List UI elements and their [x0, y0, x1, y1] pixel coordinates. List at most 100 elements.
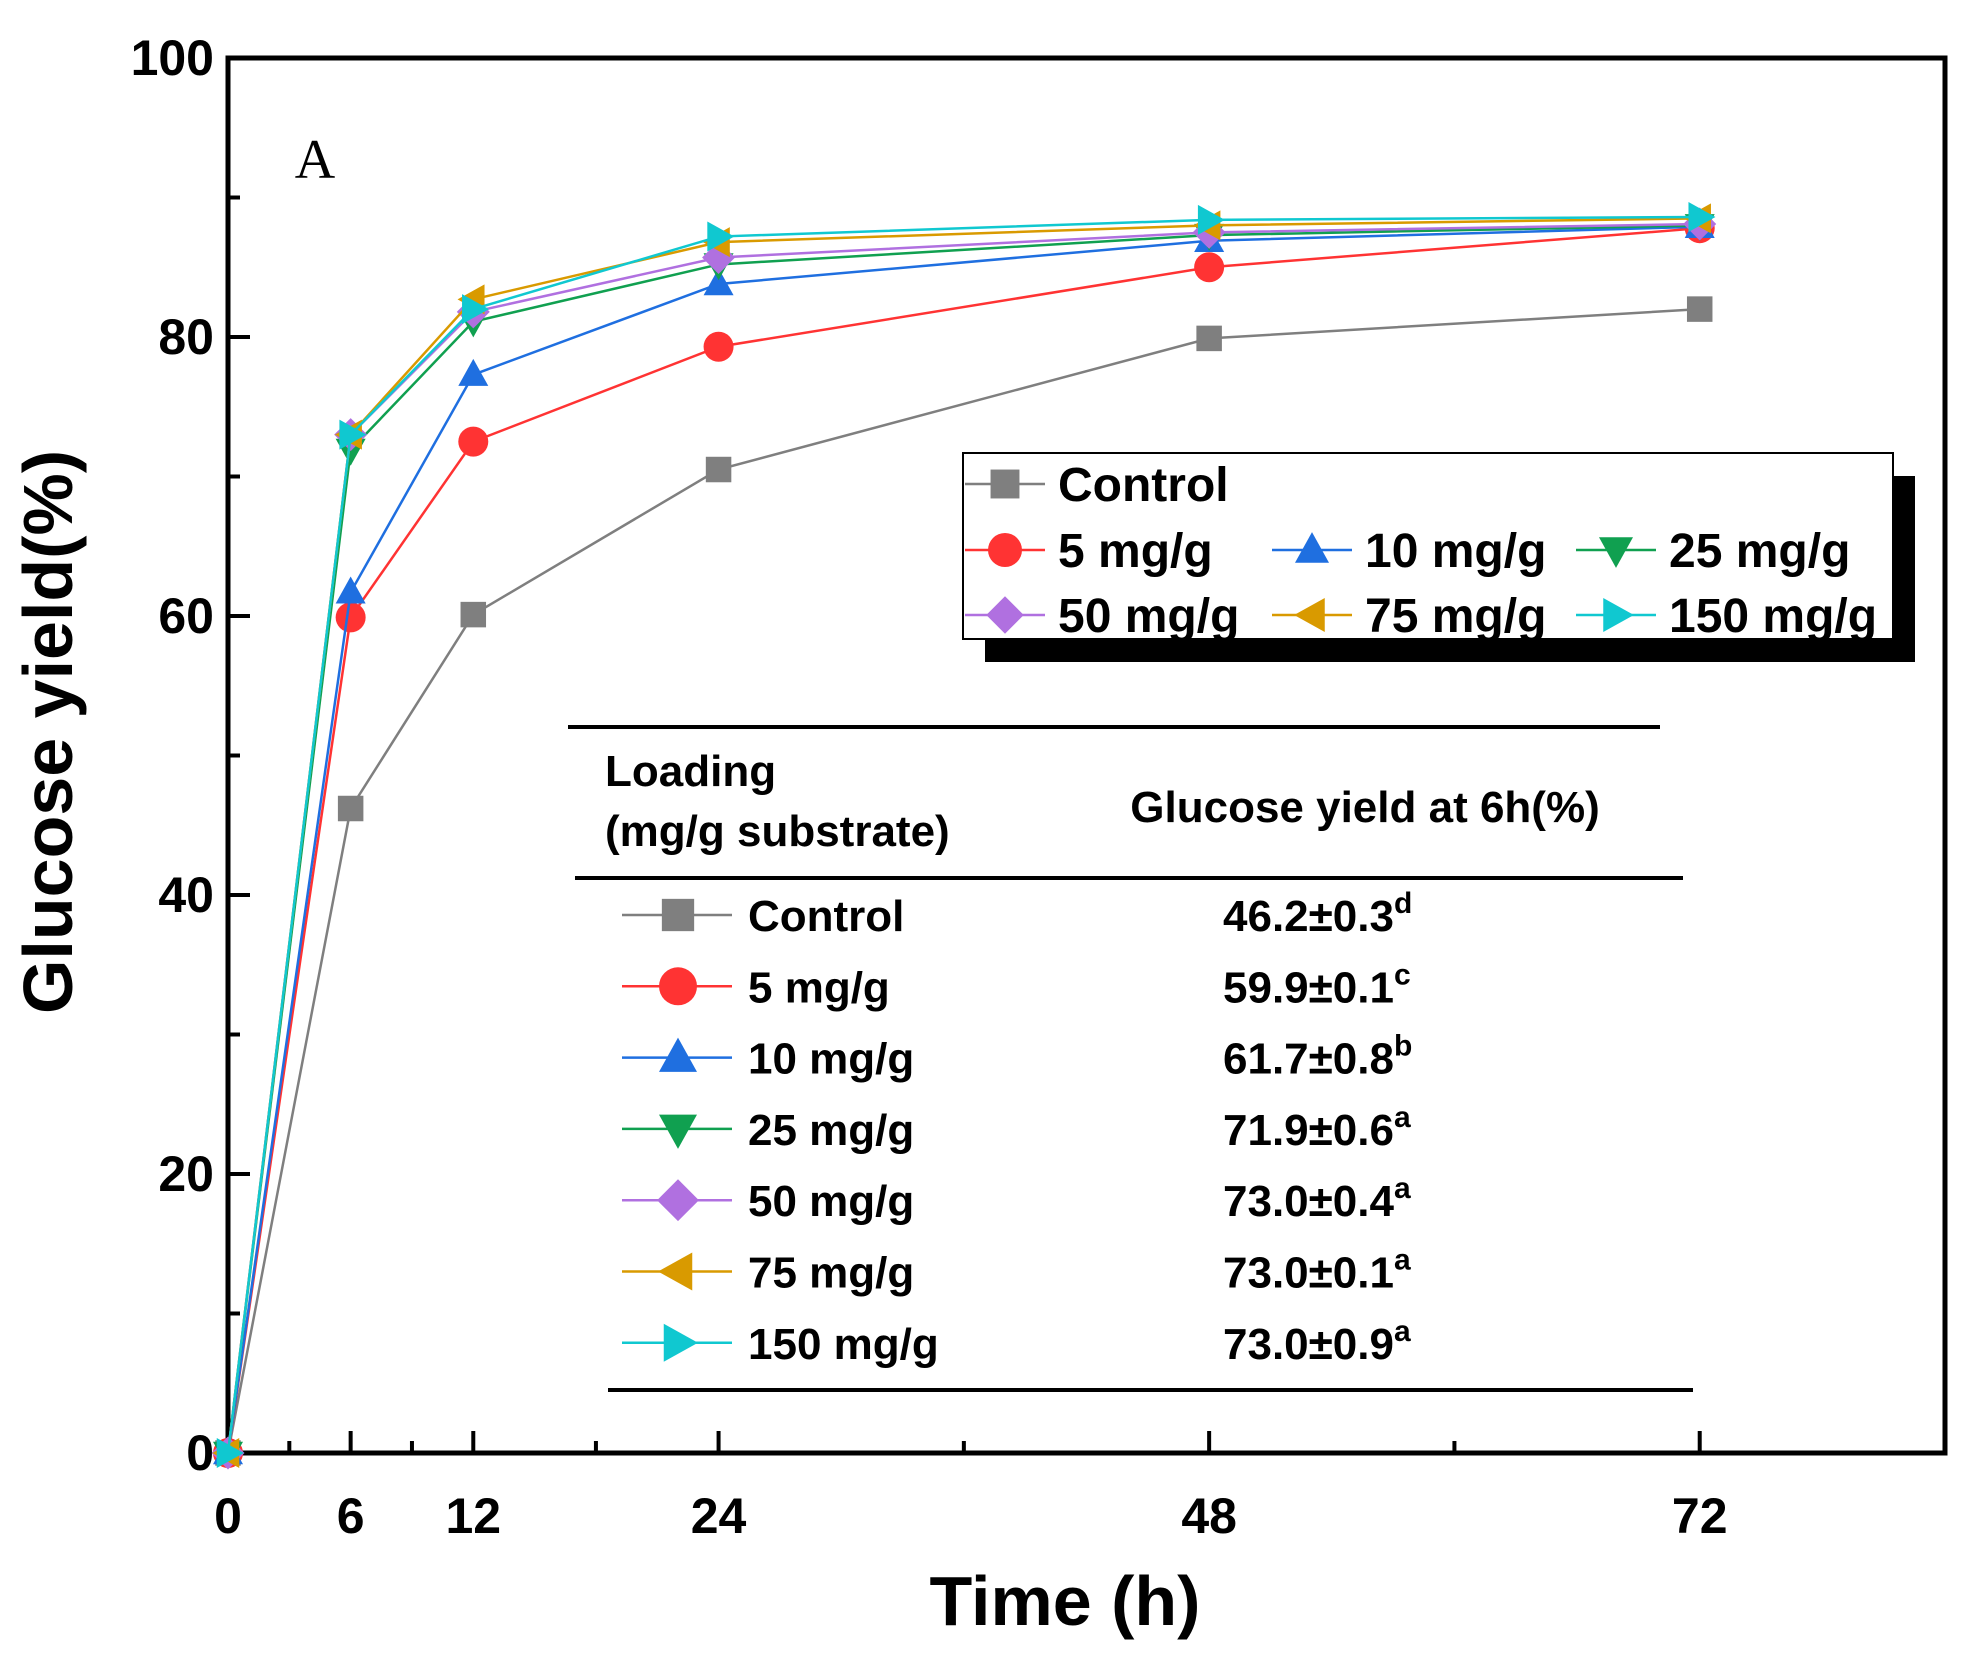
data-point — [1688, 202, 1716, 233]
y-axis-title: Glucose yield(%) — [9, 450, 87, 1014]
legend-marker — [1603, 598, 1634, 632]
series-line — [226, 224, 1700, 1454]
x-tick-label: 48 — [1181, 1488, 1237, 1544]
series-25-mg-g — [213, 214, 1715, 1469]
legend-item: 5 mg/g — [965, 525, 1213, 578]
table-row-significance: c — [1394, 958, 1411, 991]
axis-tick-labels: 0 6 12 24 48 72 0 20 40 60 80 100 — [131, 30, 1728, 1544]
series-line — [226, 222, 1700, 1454]
panel-label: A — [295, 129, 336, 191]
table-row-marker — [661, 898, 695, 932]
table-row: Control 46.2±0.3d — [622, 887, 1412, 941]
table-row-label: 5 mg/g — [748, 963, 890, 1012]
y-tick-label: 20 — [158, 1146, 214, 1202]
data-point — [1194, 252, 1225, 283]
legend-label: 75 mg/g — [1365, 590, 1546, 643]
y-tick-label: 100 — [131, 30, 214, 86]
table-row-significance: a — [1394, 1315, 1411, 1348]
x-axis-title: Time (h) — [930, 1562, 1201, 1640]
data-point — [462, 294, 490, 325]
table-row-label: Control — [748, 892, 904, 941]
series-layer — [211, 202, 1717, 1470]
legend-label: Control — [1058, 459, 1229, 512]
table-row: 10 mg/g 61.7±0.8b — [622, 1030, 1412, 1084]
x-tick-label: 24 — [691, 1488, 747, 1544]
table-row: 75 mg/g 73.0±0.1a — [622, 1244, 1411, 1298]
legend-label: 150 mg/g — [1669, 590, 1877, 643]
legend-label: 5 mg/g — [1058, 525, 1213, 578]
series-10-mg-g — [213, 211, 1715, 1465]
data-point — [337, 795, 364, 822]
table-row-significance: a — [1394, 1172, 1411, 1205]
table-row-value: 73.0±0.1a — [1223, 1244, 1411, 1298]
y-tick-label: 60 — [158, 588, 214, 644]
series-line — [226, 307, 1700, 1454]
table-row-marker — [657, 1179, 699, 1222]
legend-item: 50 mg/g — [965, 590, 1239, 643]
x-tick-label: 72 — [1672, 1488, 1728, 1544]
data-point — [1197, 204, 1225, 235]
table-row-marker — [659, 1114, 697, 1149]
series-50-mg-g — [211, 207, 1717, 1470]
table-row-marker — [659, 1037, 697, 1072]
data-point — [707, 221, 735, 252]
table-rows: Control 46.2±0.3d 5 mg/g 59.9±0.1c 10 mg/g 61… — [622, 887, 1412, 1369]
plot-frame — [225, 55, 1948, 1456]
table-row: 150 mg/g 73.0±0.9a — [622, 1315, 1411, 1369]
legend-label: 25 mg/g — [1669, 525, 1850, 578]
table-header-yield: Glucose yield at 6h(%) — [1130, 783, 1599, 832]
series-line — [226, 226, 1700, 1454]
series-5-mg-g — [213, 213, 1715, 1468]
data-point — [1196, 325, 1222, 352]
series-line — [226, 225, 1700, 1454]
data-point — [339, 419, 367, 450]
legend-marker — [988, 533, 1022, 567]
x-tick-label: 12 — [445, 1488, 501, 1544]
legend-marker — [986, 596, 1024, 634]
table-row-label: 75 mg/g — [748, 1249, 914, 1298]
data-point — [335, 602, 366, 633]
table-row-label: 150 mg/g — [748, 1320, 939, 1369]
table-row-marker — [658, 1252, 693, 1291]
table-row-marker — [663, 1323, 698, 1362]
table-row: 50 mg/g 73.0±0.4a — [622, 1172, 1411, 1226]
axis-ticks — [226, 56, 1702, 1455]
table-row-label: 50 mg/g — [748, 1177, 914, 1226]
legend-marker — [1599, 537, 1633, 568]
table-row: 25 mg/g 71.9±0.6a — [622, 1101, 1411, 1155]
legend-item: 25 mg/g — [1576, 525, 1850, 578]
legend-item: 75 mg/g — [1272, 590, 1546, 643]
legend: Control 5 mg/g 10 mg/g 25 mg/g 50 mg/g 75 mg/… — [962, 452, 1915, 662]
legend-item: 10 mg/g — [1272, 525, 1546, 578]
table-row-value: 46.2±0.3d — [1223, 887, 1412, 941]
x-tick-label: 6 — [337, 1488, 365, 1544]
data-point — [1686, 296, 1713, 322]
legend-marker — [990, 469, 1020, 499]
legend-item: 150 mg/g — [1576, 590, 1877, 643]
legend-marker — [1295, 532, 1329, 563]
data-point — [216, 1438, 244, 1468]
data-point — [705, 456, 732, 483]
data-point — [703, 268, 734, 296]
table-row-value: 73.0±0.9a — [1223, 1315, 1411, 1369]
table-row-significance: a — [1394, 1101, 1411, 1134]
legend-box — [962, 452, 1894, 640]
y-tick-label: 80 — [158, 309, 214, 365]
y-tick-label: 0 — [186, 1425, 214, 1481]
data-point — [458, 358, 489, 386]
table-row-label: 25 mg/g — [748, 1106, 914, 1155]
table-row-marker — [659, 967, 697, 1006]
series-line — [226, 215, 1700, 1454]
table-row-value: 59.9±0.1c — [1223, 958, 1411, 1012]
data-point — [460, 601, 487, 628]
table-row-value: 73.0±0.4a — [1223, 1172, 1411, 1226]
series-75-mg-g — [212, 203, 1711, 1468]
table-row-value: 61.7±0.8b — [1223, 1030, 1412, 1084]
y-tick-label: 40 — [158, 867, 214, 923]
legend-marker — [1294, 598, 1325, 632]
legend-label: 50 mg/g — [1058, 590, 1239, 643]
x-tick-label: 0 — [214, 1488, 242, 1544]
legend-items: Control 5 mg/g 10 mg/g 25 mg/g 50 mg/g 75 mg/… — [965, 459, 1877, 643]
table-row-significance: b — [1394, 1030, 1412, 1063]
data-point — [458, 426, 489, 457]
